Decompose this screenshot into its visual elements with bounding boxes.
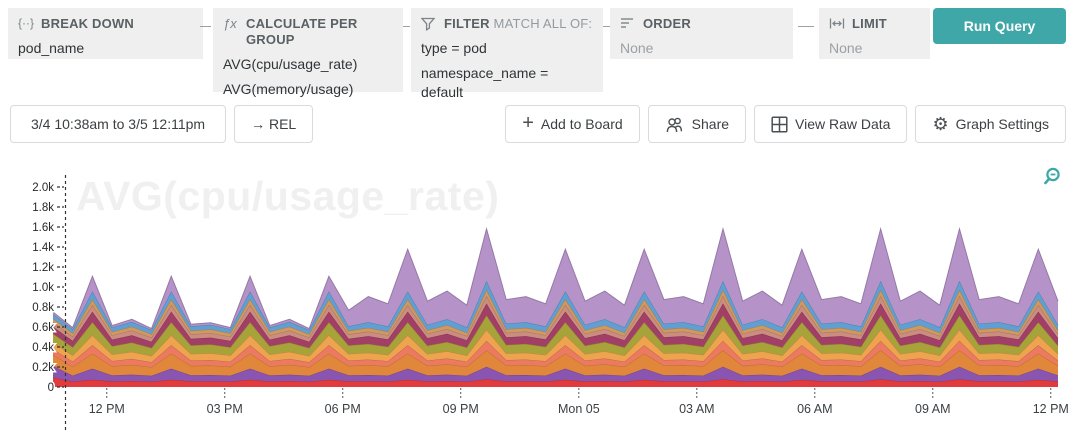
calculate-value[interactable]: AVG(cpu/usage_rate) [223,56,358,72]
graph-settings-label: Graph Settings [955,116,1049,132]
break-down-label: BREAK DOWN [41,16,135,31]
filter-label-strong: FILTER [444,16,490,31]
calculate-block[interactable]: ƒx CALCULATE PER GROUP AVG(cpu/usage_rat… [213,8,403,97]
limit-block[interactable]: LIMIT None [819,8,930,59]
break-down-value[interactable]: pod_name [18,40,85,56]
y-tick-label: 0.8k [32,302,54,314]
y-tick-label: 2.0k [32,182,54,194]
x-tick-label: 06 PM [325,402,361,416]
area-series-1 [53,365,1058,382]
order-icon [620,16,636,29]
area-series-10 [53,228,1058,330]
filter-label: FILTER MATCH ALL OF: [444,16,592,32]
block-connector [798,26,814,27]
y-tick-label: 0 [48,382,54,394]
filter-block[interactable]: FILTER MATCH ALL OF: type = pod namespac… [411,8,603,100]
x-tick-label: 06 AM [797,402,832,416]
x-tick-label: 03 AM [679,402,714,416]
break-down-icon: {··} [18,16,35,30]
zoom-out-icon[interactable] [1040,166,1062,195]
y-tick-label: 0.4k [32,342,54,354]
x-tick-label: 12 PM [1033,402,1069,416]
x-tick-label: 09 AM [915,402,950,416]
plus-icon: + [522,112,534,134]
limit-label: LIMIT [852,16,887,31]
block-connector [603,26,610,27]
add-to-board-button[interactable]: + Add to Board [505,105,640,143]
run-query-button[interactable]: Run Query [933,8,1066,44]
share-button[interactable]: Share [647,105,747,143]
calculate-icon: ƒx [223,16,237,31]
graph-settings-button[interactable]: ⚙ Graph Settings [915,105,1066,143]
calculate-label: CALCULATE PER GROUP [246,16,358,47]
limit-icon [829,16,845,30]
gear-icon: ⚙ [932,114,949,134]
view-raw-data-button[interactable]: View Raw Data [754,105,908,143]
toolbar: 3/4 10:38am to 3/5 12:11pm → REL + Add t… [10,105,1066,143]
filter-value[interactable]: type = pod [421,40,487,56]
stacked-area-chart[interactable]: 0 0.2k 0.4k 0.6k 0.8k 1.0k 1.2k 1.4k 1.6k 1.8k 2.0… [0,160,1074,440]
area-series-3 [53,340,1058,368]
y-tick-label: 0.2k [32,362,54,374]
add-to-board-label: Add to Board [540,116,623,132]
time-range-value: 3/4 10:38am to 3/5 12:11pm [31,116,206,132]
y-tick-label: 1.4k [32,242,54,254]
filter-funnel-icon [421,16,437,31]
filter-sublabel: MATCH ALL OF: [493,16,593,31]
time-range-button[interactable]: 3/4 10:38am to 3/5 12:11pm [10,105,227,143]
calculate-value[interactable]: AVG(memory/usage) [223,81,354,97]
y-tick-label: 1.6k [32,222,54,234]
x-tick-label: Mon 05 [558,402,600,416]
x-tick-label: 09 PM [443,402,479,416]
filter-value[interactable]: namespace_name = default [421,65,549,100]
area-series-5 [53,315,1058,356]
area-series-9-edge [52,279,1059,331]
order-block[interactable]: ORDER None [610,8,793,59]
view-raw-data-label: View Raw Data [795,116,891,132]
x-tick-label: 03 PM [207,402,243,416]
grid-table-icon [771,115,788,133]
chart-area: AVG(cpu/usage_rate) 0 0.2k 0.4k 0.6k 0.8k 1.0… [0,160,1074,440]
order-label: ORDER [643,16,691,31]
y-tick-label: 0.6k [32,322,54,334]
area-series-0 [53,377,1058,387]
rel-label: → REL [251,116,297,132]
y-tick-label: 1.2k [32,262,54,274]
x-tick-label: 12 PM [89,402,125,416]
share-people-icon [665,116,685,133]
block-connector [200,26,211,27]
rel-time-button[interactable]: → REL [234,105,314,143]
area-series-10-edge [52,226,1059,330]
block-connector [403,26,410,27]
share-label: Share [691,116,730,132]
chart-watermark: AVG(cpu/usage_rate) [76,173,500,219]
area-series-4 [53,329,1058,363]
order-value[interactable]: None [620,40,654,56]
break-down-block[interactable]: {··} BREAK DOWN pod_name [8,8,203,59]
y-tick-label: 1.8k [32,202,54,214]
y-tick-label: 1.0k [32,282,54,294]
limit-value[interactable]: None [829,40,863,56]
